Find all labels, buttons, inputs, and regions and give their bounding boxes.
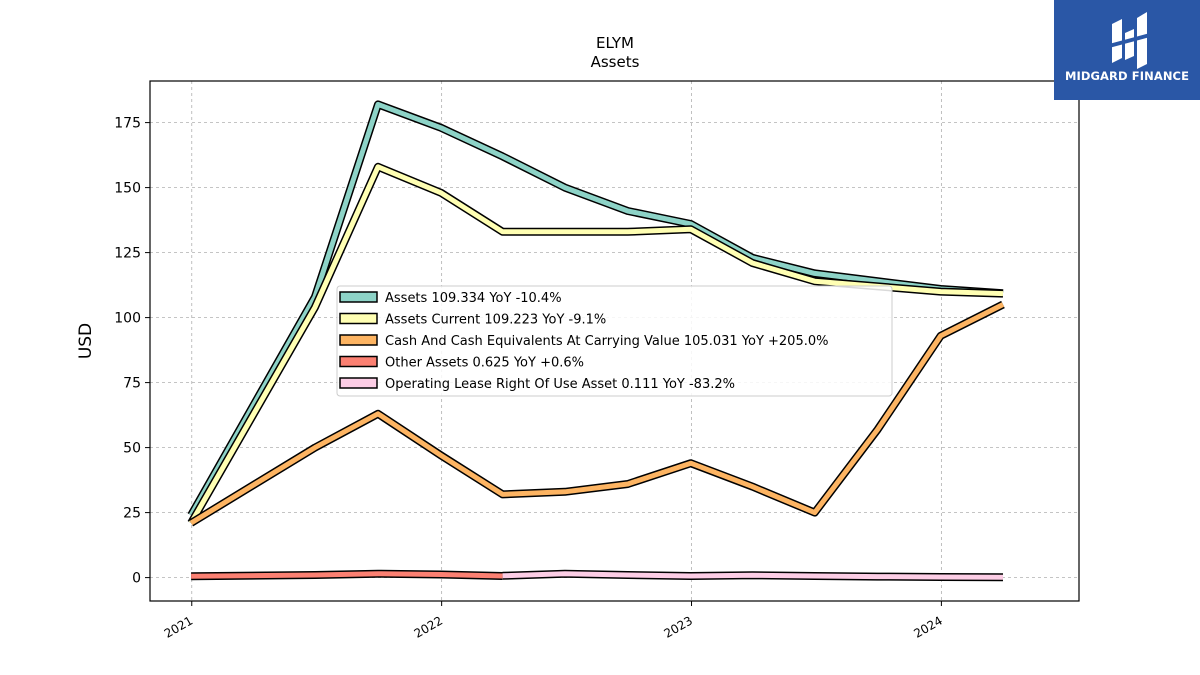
y-tick-label: 150 — [114, 181, 141, 197]
plot-frame — [149, 80, 1080, 602]
series-line-2 — [189, 302, 1005, 526]
brand-name: MIDGARD FINANCE — [1064, 69, 1190, 83]
y-tick-label: 125 — [114, 246, 141, 262]
series-layer — [187, 100, 1005, 582]
legend-box — [336, 285, 893, 397]
chart-title: ELYM — [596, 34, 634, 52]
legend-label: Assets Current 109.223 YoY -9.1% — [385, 313, 606, 328]
x-tick-label: 2024 — [911, 613, 944, 640]
y-tick-label: 0 — [132, 571, 141, 587]
legend-label: Other Assets 0.625 YoY +0.6% — [385, 356, 584, 371]
y-tick-label: 100 — [114, 311, 141, 327]
legend: Assets 109.334 YoY -10.4% Assets Current … — [336, 285, 893, 397]
legend-swatch — [339, 355, 378, 368]
y-tick-label: 175 — [114, 116, 141, 132]
legend-swatch — [339, 377, 378, 389]
y-tick-label: 75 — [123, 376, 141, 392]
brand-logo-icon — [1109, 12, 1150, 69]
series-line-0 — [188, 101, 1004, 517]
y-axis-label: USD — [76, 323, 96, 359]
legend-label: Cash And Cash Equivalents At Carrying Va… — [385, 334, 828, 349]
legend-swatch — [339, 291, 378, 303]
y-tick-label: 25 — [123, 506, 141, 522]
y-tick-label: 50 — [123, 441, 141, 457]
chart-subtitle: Assets — [591, 53, 640, 71]
legend-swatch — [339, 312, 378, 325]
x-tick-label: 2021 — [162, 613, 195, 640]
x-tick-label: 2022 — [412, 613, 445, 640]
series-line-4 — [502, 571, 1004, 580]
brand-logo: MIDGARD FINANCE — [1054, 0, 1200, 100]
axes: 0 25 50 75 100 125 150 175 2021 2022 2023 2024 — [114, 116, 945, 641]
legend-label: Assets 109.334 YoY -10.4% — [385, 291, 562, 306]
x-tick-label: 2023 — [662, 613, 695, 640]
legend-label: Operating Lease Right Of Use Asset 0.111… — [385, 377, 735, 392]
series-line-3 — [191, 571, 503, 579]
legend-swatch — [339, 334, 378, 346]
